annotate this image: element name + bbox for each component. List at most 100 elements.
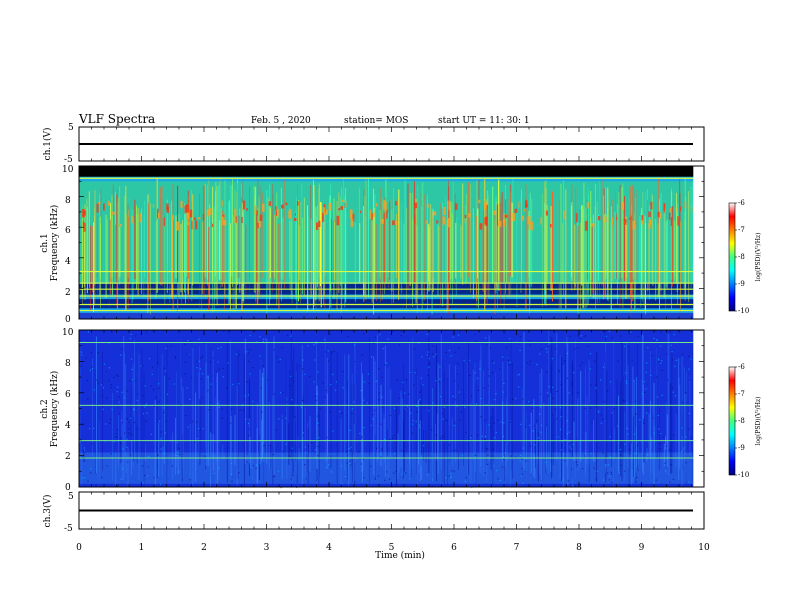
noise-speckle — [148, 357, 150, 360]
power-spot — [191, 220, 193, 230]
power-spot — [684, 201, 687, 209]
noise-speckle — [573, 372, 575, 374]
noise-speckle — [643, 392, 646, 394]
noise-speckle — [247, 394, 249, 396]
noise-speckle — [165, 420, 167, 422]
noise-speckle — [330, 453, 332, 455]
power-spot — [285, 202, 288, 206]
power-spot — [275, 206, 277, 211]
power-spot — [545, 210, 548, 216]
noise-speckle — [93, 427, 95, 429]
power-spot — [297, 201, 299, 206]
noise-speckle — [378, 368, 380, 370]
noise-speckle — [431, 485, 433, 487]
power-spot — [670, 208, 672, 213]
noise-speckle — [474, 372, 476, 374]
noise-speckle — [170, 345, 172, 347]
noise-speckle — [103, 363, 105, 365]
noise-speckle — [372, 414, 374, 416]
noise-speckle — [448, 444, 450, 446]
noise-speckle — [144, 406, 146, 408]
noise-speckle — [110, 453, 112, 455]
noise-speckle — [263, 444, 265, 447]
noise-speckle — [572, 443, 574, 446]
noise-speckle — [86, 380, 88, 382]
noise-speckle — [381, 447, 383, 449]
noise-speckle — [501, 356, 504, 358]
colorbar-tick-label: -10 — [738, 307, 749, 315]
noise-speckle — [142, 395, 144, 397]
noise-speckle — [605, 335, 607, 337]
noise-speckle — [474, 333, 476, 335]
power-spot — [97, 202, 101, 205]
noise-speckle — [495, 432, 497, 434]
noise-speckle — [363, 477, 365, 479]
noise-speckle — [137, 393, 139, 395]
noise-speckle — [653, 337, 655, 340]
noise-speckle — [144, 474, 146, 477]
noise-speckle — [282, 451, 284, 453]
noise-speckle — [575, 461, 578, 463]
noise-speckle — [230, 473, 232, 475]
noise-speckle — [362, 458, 364, 460]
noise-speckle — [471, 395, 473, 397]
noise-speckle — [384, 364, 386, 366]
noise-speckle — [609, 475, 611, 477]
noise-speckle — [590, 452, 592, 454]
noise-speckle — [267, 379, 269, 381]
noise-speckle — [105, 423, 107, 425]
noise-speckle — [324, 396, 326, 398]
noise-speckle — [689, 379, 691, 381]
noise-speckle — [160, 438, 162, 440]
noise-speckle — [567, 480, 569, 482]
noise-speckle — [329, 411, 331, 413]
noise-speckle — [497, 478, 499, 480]
noise-speckle — [594, 360, 596, 362]
noise-speckle — [165, 347, 167, 350]
power-spot — [523, 209, 525, 212]
noise-speckle — [213, 455, 215, 457]
noise-speckle — [520, 475, 523, 477]
noise-speckle — [354, 344, 356, 346]
noise-speckle — [249, 373, 251, 375]
noise-speckle — [209, 405, 211, 408]
noise-speckle — [180, 404, 182, 406]
power-spot — [632, 220, 636, 230]
noise-speckle — [455, 449, 457, 451]
noise-speckle — [128, 432, 130, 434]
noise-speckle — [412, 423, 414, 425]
noise-speckle — [460, 411, 463, 413]
noise-speckle — [600, 422, 602, 424]
noise-speckle — [602, 418, 604, 420]
power-spot — [575, 213, 578, 223]
noise-speckle — [307, 445, 309, 447]
power-spot — [241, 216, 243, 223]
noise-speckle — [111, 330, 113, 332]
noise-speckle — [561, 440, 563, 442]
noise-speckle — [635, 413, 637, 415]
noise-speckle — [123, 397, 125, 399]
noise-speckle — [477, 389, 479, 391]
noise-speckle — [657, 358, 660, 360]
noise-speckle — [521, 473, 523, 475]
noise-speckle — [275, 356, 278, 358]
noise-speckle — [291, 399, 293, 401]
noise-speckle — [130, 417, 132, 419]
noise-speckle — [431, 429, 433, 431]
noise-speckle — [489, 347, 491, 349]
noise-speckle — [248, 360, 250, 362]
noise-speckle — [549, 343, 551, 345]
noise-speckle — [151, 367, 153, 369]
noise-speckle — [285, 443, 287, 445]
noise-speckle — [628, 346, 630, 348]
noise-speckle — [634, 433, 636, 435]
power-spot — [414, 202, 418, 209]
noise-speckle — [291, 447, 293, 449]
noise-speckle — [116, 433, 118, 435]
panel-ch3-voltage: 5 -5 ch.3(V) — [42, 491, 705, 534]
noise-speckle — [463, 360, 465, 362]
noise-speckle — [671, 387, 674, 389]
noise-speckle — [108, 380, 110, 382]
noise-speckle — [396, 379, 398, 381]
noise-speckle — [504, 332, 506, 334]
